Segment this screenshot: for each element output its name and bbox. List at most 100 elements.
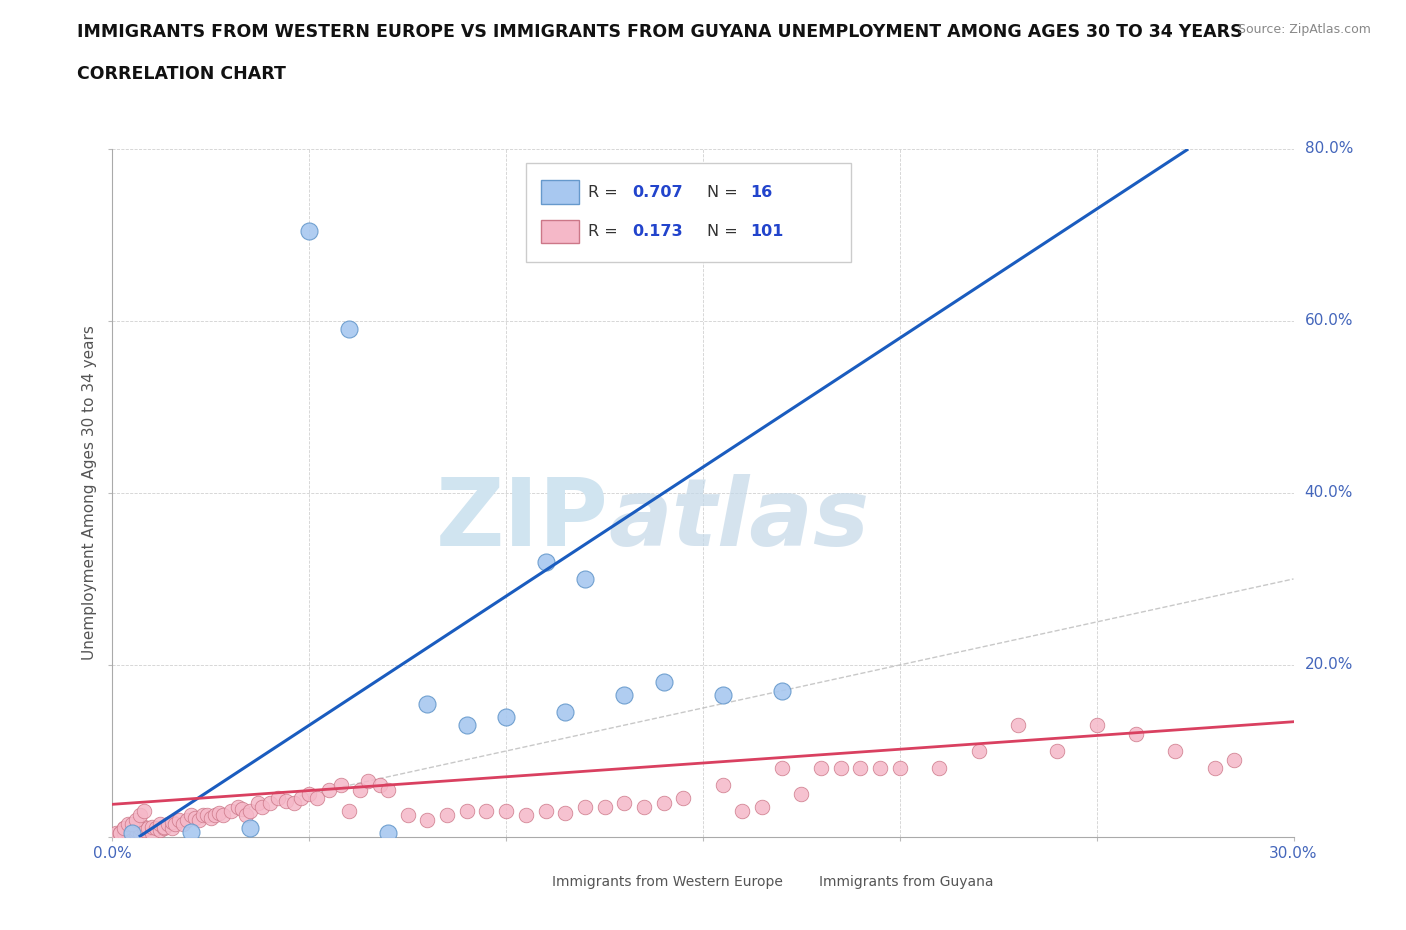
Point xyxy=(132,804,155,818)
Point xyxy=(267,790,290,805)
Point xyxy=(593,800,616,815)
Point xyxy=(652,795,675,810)
Point xyxy=(849,761,872,776)
Point xyxy=(1223,752,1246,767)
Text: atlas: atlas xyxy=(609,474,870,566)
Text: CORRELATION CHART: CORRELATION CHART xyxy=(77,65,287,83)
Point xyxy=(298,787,321,802)
Point xyxy=(211,808,233,823)
Text: 60.0%: 60.0% xyxy=(1305,313,1353,328)
Point xyxy=(1007,718,1029,733)
Point xyxy=(125,823,148,838)
Text: IMMIGRANTS FROM WESTERN EUROPE VS IMMIGRANTS FROM GUYANA UNEMPLOYMENT AMONG AGES: IMMIGRANTS FROM WESTERN EUROPE VS IMMIGR… xyxy=(77,23,1243,41)
Text: 0.707: 0.707 xyxy=(633,185,683,200)
Text: 80.0%: 80.0% xyxy=(1305,141,1353,156)
Text: R =: R = xyxy=(589,224,623,239)
Point xyxy=(274,793,297,808)
Point xyxy=(141,819,163,834)
Point xyxy=(121,823,143,838)
Point xyxy=(416,813,439,828)
Point xyxy=(176,813,198,828)
Text: 0.173: 0.173 xyxy=(633,224,683,239)
Point xyxy=(110,825,132,840)
Point xyxy=(112,821,135,836)
Point xyxy=(554,805,576,820)
Point xyxy=(368,777,391,792)
Point xyxy=(396,808,419,823)
Point xyxy=(307,790,329,805)
Point xyxy=(110,825,132,840)
Point xyxy=(967,744,990,759)
Point xyxy=(136,821,159,836)
Point xyxy=(180,824,202,839)
Point xyxy=(1125,726,1147,741)
Point xyxy=(105,825,128,840)
Point xyxy=(121,821,143,836)
Point xyxy=(188,813,211,828)
Text: 40.0%: 40.0% xyxy=(1305,485,1353,500)
Point xyxy=(152,819,174,834)
Point xyxy=(349,782,371,797)
Point xyxy=(456,804,478,818)
Point xyxy=(515,808,537,823)
Point xyxy=(121,817,143,831)
Point xyxy=(283,795,305,810)
Point xyxy=(869,761,891,776)
Point xyxy=(377,825,399,840)
Point xyxy=(180,808,202,823)
Point xyxy=(731,804,754,818)
Text: N =: N = xyxy=(707,185,742,200)
Point xyxy=(652,675,675,690)
Point xyxy=(672,790,695,805)
Point xyxy=(141,825,163,840)
Point xyxy=(357,774,380,789)
Point xyxy=(184,811,207,826)
Point xyxy=(132,823,155,838)
FancyBboxPatch shape xyxy=(541,180,579,204)
Point xyxy=(145,821,167,836)
Point xyxy=(298,223,321,238)
Point xyxy=(129,821,152,836)
Point xyxy=(125,813,148,828)
Point xyxy=(259,795,281,810)
Point xyxy=(416,697,439,711)
Point xyxy=(129,808,152,823)
Point xyxy=(928,761,950,776)
Point xyxy=(830,761,852,776)
Point xyxy=(250,800,273,815)
Point xyxy=(475,804,498,818)
Point xyxy=(156,817,179,831)
Point xyxy=(149,817,172,831)
Point xyxy=(169,813,191,828)
Point xyxy=(132,819,155,834)
Text: Immigrants from Guyana: Immigrants from Guyana xyxy=(818,875,993,889)
Point xyxy=(534,554,557,569)
Point xyxy=(534,804,557,818)
Point xyxy=(318,782,340,797)
Point xyxy=(247,795,270,810)
Point xyxy=(377,782,399,797)
Point xyxy=(495,804,517,818)
Point xyxy=(329,777,352,792)
Point xyxy=(149,823,172,838)
Text: Source: ZipAtlas.com: Source: ZipAtlas.com xyxy=(1237,23,1371,36)
Point xyxy=(125,825,148,840)
Point xyxy=(112,825,135,840)
Point xyxy=(129,825,152,840)
Text: 20.0%: 20.0% xyxy=(1305,658,1353,672)
Point xyxy=(152,821,174,836)
Point xyxy=(1164,744,1187,759)
FancyBboxPatch shape xyxy=(783,870,811,894)
Point xyxy=(1046,744,1069,759)
Text: 16: 16 xyxy=(751,185,772,200)
Point xyxy=(208,805,231,820)
Point xyxy=(112,821,135,836)
Point xyxy=(160,821,183,836)
Point xyxy=(770,684,793,698)
Point xyxy=(711,687,734,702)
Y-axis label: Unemployment Among Ages 30 to 34 years: Unemployment Among Ages 30 to 34 years xyxy=(82,326,97,660)
Text: 101: 101 xyxy=(751,224,783,239)
Point xyxy=(160,814,183,829)
Point xyxy=(456,718,478,733)
Point xyxy=(231,802,253,817)
